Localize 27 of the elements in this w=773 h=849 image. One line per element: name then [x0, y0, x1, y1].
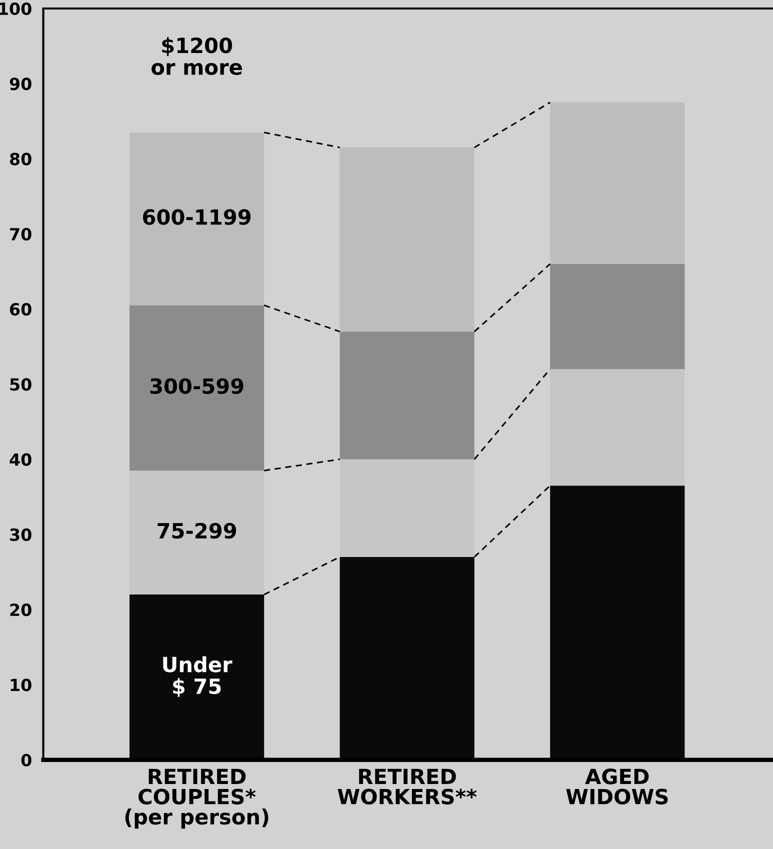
y-tick-label: 0 [21, 754, 32, 766]
x-tick-label: RETIRED WORKERS** [338, 768, 477, 804]
y-tick-label: 30 [10, 528, 32, 542]
y-tick-label: 20 [10, 604, 32, 616]
bar [340, 147, 474, 332]
y-tick-label: 90 [10, 78, 32, 90]
bar [550, 369, 685, 486]
bar [130, 470, 264, 595]
bar [130, 132, 264, 306]
series-label: 75-299 [158, 522, 236, 539]
bar [550, 264, 685, 370]
y-tick-label: 70 [10, 228, 32, 240]
bar [130, 305, 264, 471]
annotation: $1200 or more [152, 37, 242, 75]
bar [550, 102, 685, 264]
y-tick-label: 50 [10, 378, 32, 391]
y-tick-label: 10 [10, 678, 32, 692]
series-label: 300-599 [150, 378, 244, 394]
x-tick-label: RETIRED COUPLES* (per person) [125, 768, 268, 829]
series-label: Under $ 75 [163, 656, 232, 697]
x-tick-label: AGED WIDOWS [566, 768, 668, 804]
bar [340, 459, 474, 557]
y-tick-label: 60 [10, 303, 32, 316]
y-tick-label: 80 [10, 152, 32, 166]
bar [340, 332, 474, 460]
y-tick-label: 40 [10, 453, 32, 466]
series-label: 600-1199 [143, 209, 251, 225]
